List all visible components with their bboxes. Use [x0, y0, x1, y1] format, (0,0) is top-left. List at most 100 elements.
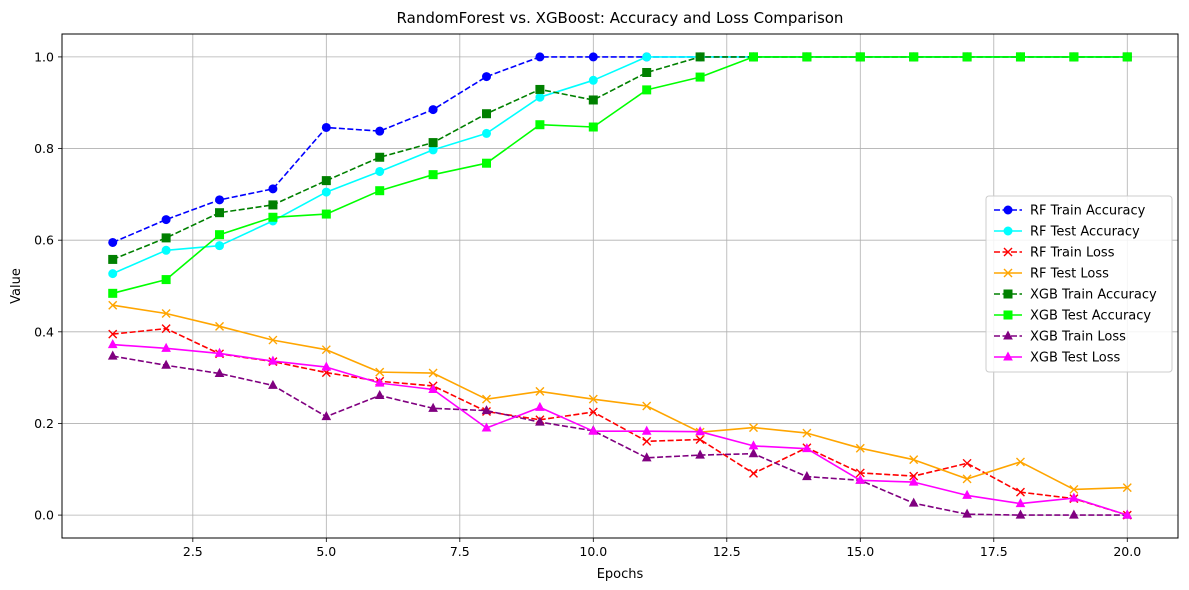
data-point-xgb-test-loss: [214, 347, 225, 357]
data-point-rf-train-loss: [642, 436, 652, 446]
marker-stroke: [748, 468, 758, 478]
data-point-rf-test-loss: [802, 428, 812, 438]
y-axis-label: Value: [9, 268, 24, 304]
marker-stroke: [695, 434, 705, 444]
data-point-xgb-train-loss: [321, 411, 332, 421]
data-point-rf-train-accuracy: [321, 122, 331, 132]
data-point-xgb-test-loss: [962, 489, 972, 499]
marker-stroke: [1069, 484, 1079, 494]
x-tick-label: 5.0: [316, 544, 336, 559]
data-point-rf-train-loss: [161, 324, 171, 334]
data-point-rf-train-loss: [108, 329, 118, 339]
marker-stroke: [642, 401, 652, 411]
marker-stroke: [855, 443, 865, 453]
series-rf-test-loss: [108, 300, 1132, 494]
x-tick-label: 17.5: [980, 544, 1008, 559]
data-point-xgb-test-loss: [321, 361, 332, 371]
legend-entry-rf-train-accuracy: RF Train Accuracy: [994, 204, 1146, 219]
marker-stroke: [375, 367, 385, 377]
series-line-xgb-test-accuracy: [112, 56, 1128, 295]
data-point-xgb-test-accuracy: [588, 122, 598, 132]
data-point-rf-test-loss: [161, 308, 171, 318]
marker-stroke: [268, 335, 278, 345]
marker-stroke: [642, 436, 652, 446]
marker-stroke: [802, 428, 812, 438]
data-point-rf-train-loss: [695, 434, 705, 444]
data-point-xgb-train-loss: [641, 452, 652, 462]
data-point-xgb-train-loss: [1069, 509, 1079, 519]
marker-stroke: [321, 345, 331, 355]
data-point-xgb-train-loss: [481, 405, 492, 415]
data-point-rf-test-loss: [321, 345, 331, 355]
data-point-xgb-test-accuracy: [108, 288, 118, 298]
legend-entry-rf-test-loss: RF Test Loss: [994, 267, 1109, 282]
data-point-xgb-train-loss: [748, 448, 759, 458]
data-point-xgb-test-accuracy: [161, 275, 171, 285]
legend-entry-rf-test-accuracy: RF Test Accuracy: [994, 225, 1140, 240]
data-point-rf-train-accuracy: [268, 184, 278, 194]
legend-label: RF Test Loss: [1030, 267, 1109, 282]
data-point-rf-test-accuracy: [642, 52, 652, 62]
marker-stroke: [1015, 457, 1025, 467]
data-point-xgb-train-accuracy: [428, 138, 438, 148]
data-point-xgb-train-loss: [374, 389, 385, 400]
data-point-rf-test-accuracy: [108, 269, 118, 279]
data-point-xgb-test-loss: [802, 443, 812, 453]
data-point-rf-train-loss: [588, 407, 598, 417]
data-point-rf-train-accuracy: [482, 72, 492, 82]
y-tick-label: 0.8: [34, 141, 54, 156]
data-point-xgb-train-loss: [535, 416, 545, 426]
data-point-xgb-train-accuracy: [375, 152, 385, 162]
data-point-rf-train-loss: [909, 471, 919, 481]
x-tick-label: 20.0: [1113, 544, 1141, 559]
data-point-xgb-test-loss: [748, 440, 759, 450]
data-point-xgb-test-accuracy: [428, 170, 438, 180]
marker-stroke: [962, 458, 972, 468]
x-tick-label: 10.0: [579, 544, 607, 559]
data-point-xgb-train-loss: [107, 350, 118, 360]
data-point-xgb-test-accuracy: [962, 52, 972, 62]
legend-entry-xgb-test-accuracy: XGB Test Accuracy: [994, 309, 1151, 324]
data-point-xgb-train-loss: [1015, 509, 1026, 519]
series-line-rf-train-loss: [112, 327, 1128, 516]
marker-stroke: [1003, 268, 1013, 278]
data-point-rf-test-accuracy: [482, 128, 492, 138]
x-tick-label: 7.5: [450, 544, 470, 559]
data-point-xgb-test-accuracy: [909, 52, 919, 62]
y-tick-label: 0.0: [34, 508, 54, 523]
data-point-xgb-test-accuracy: [482, 158, 492, 168]
series-line-xgb-train-loss: [112, 355, 1128, 516]
data-point-rf-test-loss: [855, 443, 865, 453]
data-point-rf-test-accuracy: [535, 92, 545, 102]
legend-label: RF Train Accuracy: [1030, 204, 1146, 219]
data-point-rf-train-accuracy: [535, 52, 545, 62]
data-point-xgb-train-accuracy: [695, 52, 705, 62]
data-point-rf-train-accuracy: [215, 195, 225, 205]
data-point-xgb-train-accuracy: [642, 67, 652, 77]
data-point-rf-train-loss: [962, 458, 972, 468]
data-point-xgb-train-accuracy: [161, 233, 171, 243]
y-tick-label: 0.2: [34, 416, 54, 431]
legend-label: XGB Test Loss: [1030, 351, 1121, 366]
data-point-rf-train-accuracy: [108, 237, 118, 247]
data-point-rf-test-accuracy: [428, 145, 438, 155]
legend-marker: [1003, 289, 1013, 299]
legend-marker: [1003, 268, 1013, 278]
data-point-rf-test-accuracy: [375, 166, 385, 176]
marker-stroke: [215, 321, 225, 331]
marker-stroke: [748, 423, 758, 433]
data-point-xgb-train-accuracy: [588, 95, 598, 105]
data-point-xgb-test-loss: [1069, 492, 1079, 502]
marker-stroke: [535, 386, 545, 396]
data-point-rf-test-loss: [535, 386, 545, 396]
marker-stroke: [909, 455, 919, 465]
marker-stroke: [1015, 487, 1025, 497]
data-point-rf-train-loss: [1015, 487, 1025, 497]
marker-stroke: [108, 329, 118, 339]
x-tick-label: 2.5: [183, 544, 203, 559]
chart-title: RandomForest vs. XGBoost: Accuracy and L…: [397, 9, 844, 27]
series-line-rf-test-loss: [112, 304, 1128, 491]
data-point-xgb-train-loss: [962, 508, 972, 518]
data-point-xgb-test-accuracy: [1069, 52, 1079, 62]
